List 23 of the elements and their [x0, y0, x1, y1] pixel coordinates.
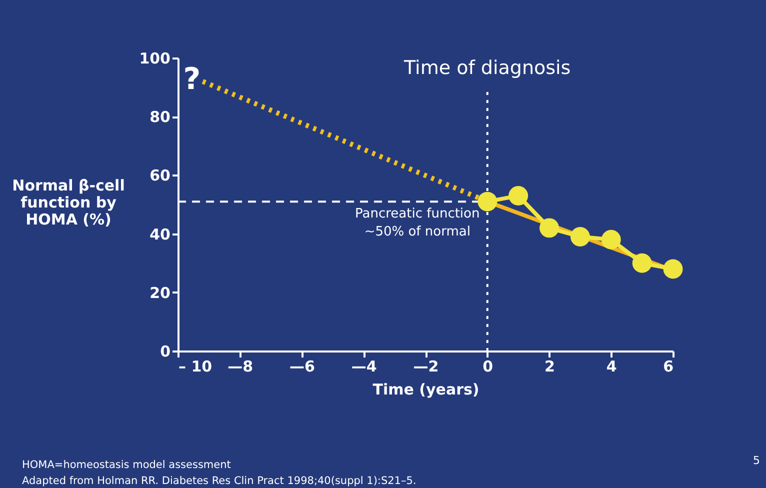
y-tick-label: 0: [160, 342, 170, 360]
x-tick-label: —6: [290, 358, 315, 376]
y-tick-label: 40: [150, 225, 170, 244]
text: HOMA=homeostasis model assessment: [22, 459, 231, 471]
text: Adapted from Holman RR. Diabetes Res Clin Pract 1998;40(suppl 1):S21–5.: [22, 475, 416, 487]
ref-line-label: Pancreatic function ~50% of normal: [355, 206, 480, 240]
x-tick-label: 6: [663, 358, 674, 376]
ref-line-label: Time of diagnosis: [403, 57, 571, 79]
x-tick-label: —4: [351, 358, 377, 376]
y-tick-label: 100: [139, 50, 170, 68]
x-tick-label: 0: [482, 358, 494, 376]
x-tick-label: 4: [606, 358, 617, 376]
x-axis-title: Time (years): [372, 380, 480, 398]
y-tick-label: 20: [150, 284, 170, 302]
x-tick-label: 2: [544, 358, 555, 376]
text: 5: [753, 454, 760, 467]
y-tick-label: 80: [150, 108, 170, 126]
y-axis-title: Normal β-cell function by HOMA (%): [12, 176, 125, 228]
x-tick-label: —2: [413, 358, 439, 376]
annotation: ?: [183, 62, 201, 97]
y-tick-label: 60: [150, 166, 170, 185]
x-tick-label: —8: [228, 358, 254, 376]
x-tick-label: – 10: [178, 358, 212, 376]
